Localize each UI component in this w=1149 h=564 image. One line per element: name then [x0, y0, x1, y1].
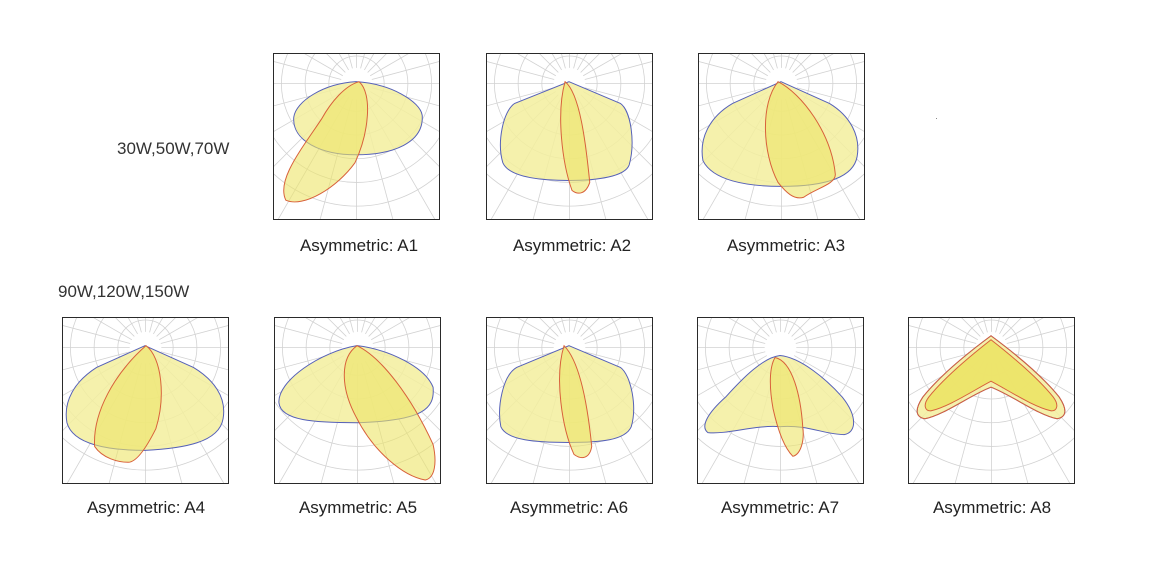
- polar-diagram-a6: [486, 317, 653, 484]
- stray-dot: [936, 118, 937, 119]
- polar-diagram-a4: [62, 317, 229, 484]
- polar-diagram-a2: [486, 53, 653, 220]
- caption-a5: Asymmetric: A5: [298, 498, 418, 517]
- distribution-curve-lobe: [560, 80, 591, 194]
- polar-diagram-a1: [273, 53, 440, 220]
- distribution-curve-lobe: [559, 344, 593, 459]
- caption-a1: Asymmetric: A1: [299, 236, 419, 255]
- caption-a4: Asymmetric: A4: [86, 498, 206, 517]
- group-label-high-wattage: 90W,120W,150W: [58, 282, 190, 301]
- polar-diagram-a7: [697, 317, 864, 484]
- caption-a6: Asymmetric: A6: [509, 498, 629, 517]
- distribution-curve-lobe: [343, 345, 436, 481]
- caption-a8: Asymmetric: A8: [932, 498, 1052, 517]
- distribution-curve-lobe: [94, 345, 162, 463]
- polar-diagram-a8: [908, 317, 1075, 484]
- caption-a7: Asymmetric: A7: [720, 498, 840, 517]
- polar-diagram-a5: [274, 317, 441, 484]
- distribution-curve-lobe: [769, 356, 804, 457]
- distribution-curve-outline: [916, 335, 1066, 420]
- distribution-curve-lobe: [924, 339, 1058, 412]
- caption-a3: Asymmetric: A3: [726, 236, 846, 255]
- distribution-curve-lobe: [764, 81, 836, 199]
- group-label-low-wattage: 30W,50W,70W: [117, 139, 230, 158]
- polar-diagram-a3: [698, 53, 865, 220]
- distribution-curve-lobe: [283, 81, 369, 203]
- caption-a2: Asymmetric: A2: [512, 236, 632, 255]
